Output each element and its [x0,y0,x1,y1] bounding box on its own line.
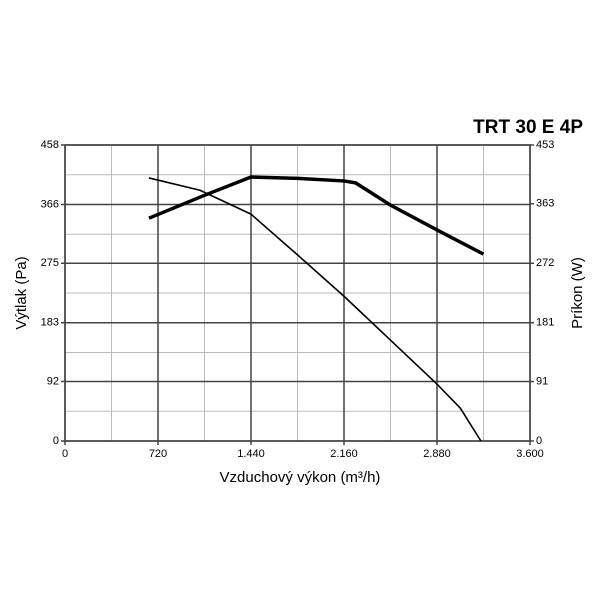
power-curve [148,175,485,256]
y-tick-label: 92 [47,375,59,387]
y2-tick-label: 181 [536,317,554,329]
y2-tick-label: 272 [536,257,554,269]
y-tick-label: 275 [41,257,59,269]
chart-title: TRT 30 E 4P [473,117,583,138]
x-tick-label: 2.880 [423,448,451,460]
pressure-curve [148,177,482,442]
x-tick-label: 3.600 [516,448,544,460]
x-tick-label: 720 [149,448,167,460]
y2-tick-label: 453 [536,139,554,151]
y-tick-label: 183 [41,317,59,329]
y2-tick-label: 91 [536,375,548,387]
y-axis-label: Výtlak (Pa) [13,256,30,329]
x-axis-label: Vzduchový výkon (m³/h) [220,469,381,486]
y2-tick-label: 0 [536,435,542,447]
x-tick-label: 1.440 [237,448,265,460]
y-tick-label: 0 [53,435,59,447]
x-tick-label: 0 [62,448,68,460]
y-tick-label: 458 [41,139,59,151]
y-tick-label: 366 [41,198,59,210]
y2-tick-label: 363 [536,198,554,210]
y2-axis-label: Príkon (W) [569,257,586,329]
plot-frame [64,144,531,442]
x-tick-label: 2.160 [330,448,358,460]
